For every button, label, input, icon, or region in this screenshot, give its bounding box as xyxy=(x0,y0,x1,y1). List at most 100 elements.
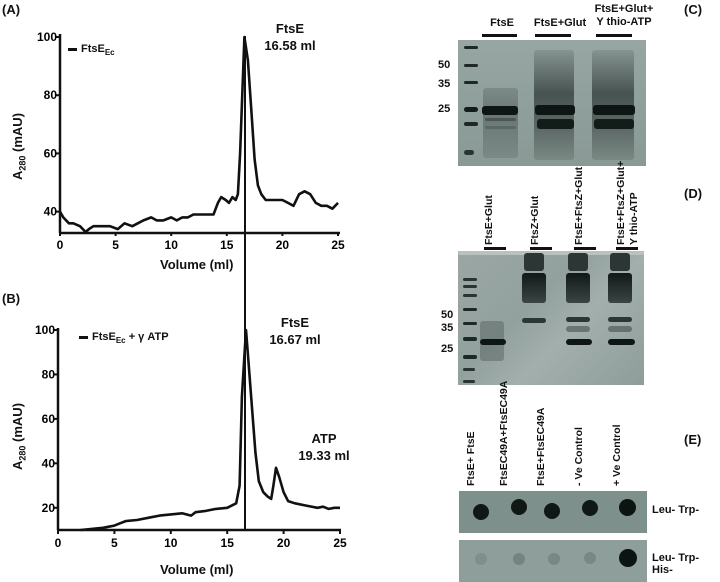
panel-label-e: (E) xyxy=(684,432,702,447)
yeast-spot xyxy=(582,500,598,516)
yeast-spot xyxy=(544,503,560,519)
gel-band-25kda xyxy=(535,105,575,115)
gel-band xyxy=(537,119,574,129)
gel-band xyxy=(485,126,516,129)
gel-c-lane-label-3: FtsE+Glut+ Y thio-ATP xyxy=(578,3,670,29)
ladder-band xyxy=(463,278,477,281)
x-tick-label: 15 xyxy=(220,238,234,252)
gel-band xyxy=(594,119,634,129)
gel-d-lane-label-1: FtsE+Glut xyxy=(483,195,495,245)
x-tick-label: 25 xyxy=(331,238,345,252)
chart-a-legend: FtsEEc xyxy=(68,43,115,57)
yeast-spot xyxy=(619,499,636,516)
chart-b-xlabel: Volume (ml) xyxy=(160,562,234,577)
panel-label-d: (D) xyxy=(684,186,703,201)
legend-line-swatch xyxy=(79,335,88,339)
y-tick-label: 80 xyxy=(42,367,56,381)
y2h-row-label-2: Leu- Trp- His- xyxy=(652,552,700,576)
yeast-spot xyxy=(511,499,527,515)
lane-label-line: FtsE+Glut+ xyxy=(594,3,654,15)
legend-text: FtsE xyxy=(81,43,105,55)
ylabel-sub: 280 xyxy=(17,155,28,171)
x-tick-label: 0 xyxy=(55,536,62,550)
legend-subscript: Ec xyxy=(104,48,115,58)
ladder-band xyxy=(464,122,478,126)
gel-well-aggregate xyxy=(524,253,544,271)
gel-d-lane-label-3: FtsE+FtsZ+Glut xyxy=(573,166,585,245)
ladder-band xyxy=(463,380,475,383)
peak-volume: 16.58 ml xyxy=(264,38,316,53)
legend-text: FtsE xyxy=(92,331,116,343)
gel-d-image xyxy=(458,251,644,385)
ladder-band xyxy=(463,355,477,359)
ladder-band xyxy=(463,308,477,311)
gel-d-lane-label-4-line1: FtsE+FtsZ+Glut+ xyxy=(615,160,627,245)
gel-c-marker-25: 25 xyxy=(438,103,451,115)
gel-d-marker-35: 35 xyxy=(441,322,454,334)
gel-well-aggregate xyxy=(568,253,588,271)
yeast-spot-faint xyxy=(548,553,560,565)
x-tick-label: 5 xyxy=(112,238,119,252)
gel-c-lane-label-2: FtsE+Glut xyxy=(533,17,587,29)
gel-band-25kda xyxy=(482,106,518,115)
yeast-spot xyxy=(619,549,637,567)
y2h-plate-leu-trp xyxy=(459,491,647,533)
ladder-band xyxy=(464,150,474,155)
y2h-column-label-4: - Ve Control xyxy=(573,427,585,486)
gel-band xyxy=(485,118,516,121)
x-tick-label: 5 xyxy=(111,536,118,550)
x-tick-label: 15 xyxy=(221,536,235,550)
gel-c-marker-35: 35 xyxy=(438,78,451,90)
x-tick-label: 0 xyxy=(57,238,64,252)
gel-c-lane-underline xyxy=(596,34,632,37)
chart-a-xlabel: Volume (ml) xyxy=(160,257,234,272)
gel-d-lane-label-4-line2: Y thio-ATP xyxy=(628,192,640,245)
chart-b-legend: FtsEEc + γ ATP xyxy=(79,331,169,345)
chart-b-axes: 0 5 10 15 20 25 20 40 60 80 100 xyxy=(35,323,347,550)
ylabel-main: A xyxy=(10,460,25,470)
panel-label-b: (B) xyxy=(2,291,21,306)
y-tick-label: 40 xyxy=(42,456,56,470)
chart-b-trace xyxy=(80,328,340,532)
y-tick-label: 80 xyxy=(44,88,58,102)
y-tick-label: 40 xyxy=(44,205,58,219)
yeast-spot-faint xyxy=(513,553,525,565)
y-tick-label: 60 xyxy=(44,146,58,160)
gel-band-25kda xyxy=(608,339,635,345)
y2h-plate-leu-trp-his xyxy=(459,540,647,582)
gel-d-lane-underline xyxy=(530,247,552,250)
peak-volume: 16.67 ml xyxy=(269,332,321,347)
gel-smear xyxy=(483,88,518,158)
ylabel-rest: (mAU) xyxy=(10,402,25,446)
chart-b-peak-annotation-ftse: FtsE 16.67 ml xyxy=(255,314,335,348)
ladder-band xyxy=(463,337,477,341)
gel-c-lane-underline xyxy=(482,34,517,37)
chart-a-axes: 0 5 10 15 20 25 40 60 80 100 xyxy=(37,30,345,252)
y-tick-label: 20 xyxy=(42,501,56,515)
x-tick-label: 10 xyxy=(165,238,179,252)
gel-smear xyxy=(566,326,590,332)
gel-well-aggregate xyxy=(610,253,630,271)
legend-line-swatch xyxy=(68,47,77,51)
ladder-band xyxy=(463,368,475,371)
gel-c-lane-underline xyxy=(535,34,571,37)
gel-band-40kda xyxy=(522,318,546,323)
chart-a-ylabel: A280 (mAU) xyxy=(10,113,28,180)
x-tick-label: 20 xyxy=(276,238,290,252)
gel-c-image xyxy=(458,40,646,166)
legend-rest: + γ ATP xyxy=(125,331,169,343)
ylabel-sub: 280 xyxy=(17,445,28,461)
gel-smear xyxy=(522,273,546,303)
gel-smear xyxy=(566,273,590,303)
gel-wells xyxy=(458,251,644,255)
peak-name: FtsE xyxy=(280,315,310,330)
gel-d-lane-label-2: FtsZ+Glut xyxy=(529,195,541,245)
peak-name: FtsE xyxy=(275,21,305,36)
gel-d-lane-underline xyxy=(574,247,596,250)
ladder-band xyxy=(464,81,478,84)
y2h-row-label-1: Leu- Trp- xyxy=(652,504,700,516)
y2h-column-label-3: FtsE+FtsEC49A xyxy=(535,407,547,486)
gel-d-lane-underline xyxy=(616,247,638,250)
legend-subscript: Ec xyxy=(115,336,126,346)
gel-band-25kda xyxy=(480,339,506,345)
